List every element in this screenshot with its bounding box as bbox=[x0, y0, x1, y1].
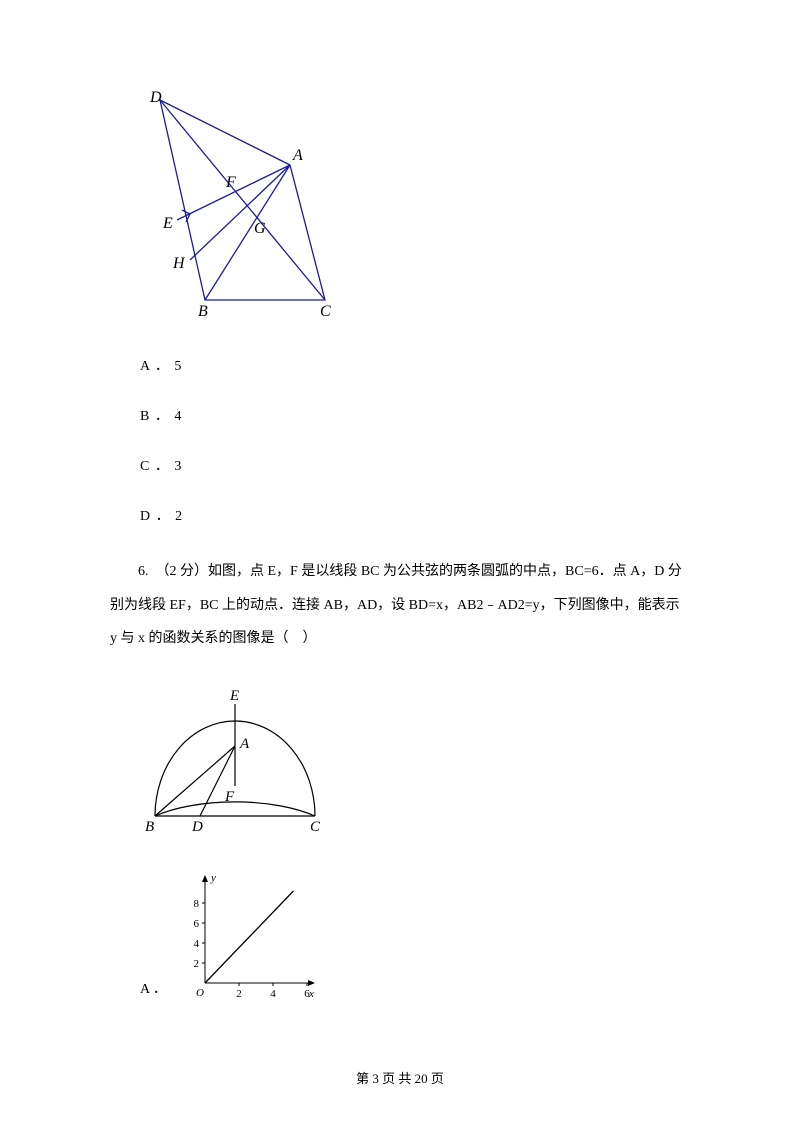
label2-E: E bbox=[229, 688, 239, 704]
svg-text:4: 4 bbox=[270, 988, 276, 1000]
question-6-text: 6. （2 分）如图，点 E，F 是以线段 BC 为公共弦的两条圆弧的中点，BC… bbox=[110, 555, 690, 656]
label-F: F bbox=[225, 174, 236, 191]
label-H: H bbox=[172, 255, 186, 272]
option-6A-label: A ． bbox=[140, 978, 167, 1001]
label2-C: C bbox=[310, 819, 321, 835]
svg-text:8: 8 bbox=[193, 898, 199, 910]
label-A: A bbox=[292, 147, 303, 164]
label-D: D bbox=[149, 90, 162, 106]
svg-text:6: 6 bbox=[193, 918, 199, 930]
svg-text:2: 2 bbox=[236, 988, 242, 1000]
svg-text:x: x bbox=[308, 988, 314, 1000]
svg-text:2: 2 bbox=[193, 958, 199, 970]
label2-D: D bbox=[191, 819, 203, 835]
option-5B: B ． 4 bbox=[140, 405, 690, 425]
option-5C: C ． 3 bbox=[140, 455, 690, 475]
label2-B: B bbox=[145, 819, 154, 835]
page-footer: 第 3 页 共 20 页 bbox=[0, 1068, 800, 1087]
label-G: G bbox=[254, 220, 266, 237]
geometry-figure-1: D A F E G H B C bbox=[140, 90, 690, 330]
option-5A: A ． 5 bbox=[140, 355, 690, 375]
svg-text:O: O bbox=[196, 987, 204, 999]
label-B: B bbox=[198, 303, 208, 320]
svg-text:4: 4 bbox=[193, 938, 199, 950]
option-6A-chart: 2468246yxO bbox=[177, 871, 317, 1001]
option-6A: A ． 2468246yxO bbox=[140, 871, 690, 1001]
svg-text:y: y bbox=[210, 872, 216, 884]
label2-F: F bbox=[224, 789, 235, 805]
geometry-figure-2: E A F B D C bbox=[140, 686, 690, 846]
label-C: C bbox=[320, 303, 331, 320]
option-5D: D ． 2 bbox=[140, 505, 690, 525]
label-E: E bbox=[162, 215, 173, 232]
label2-A: A bbox=[239, 736, 250, 752]
